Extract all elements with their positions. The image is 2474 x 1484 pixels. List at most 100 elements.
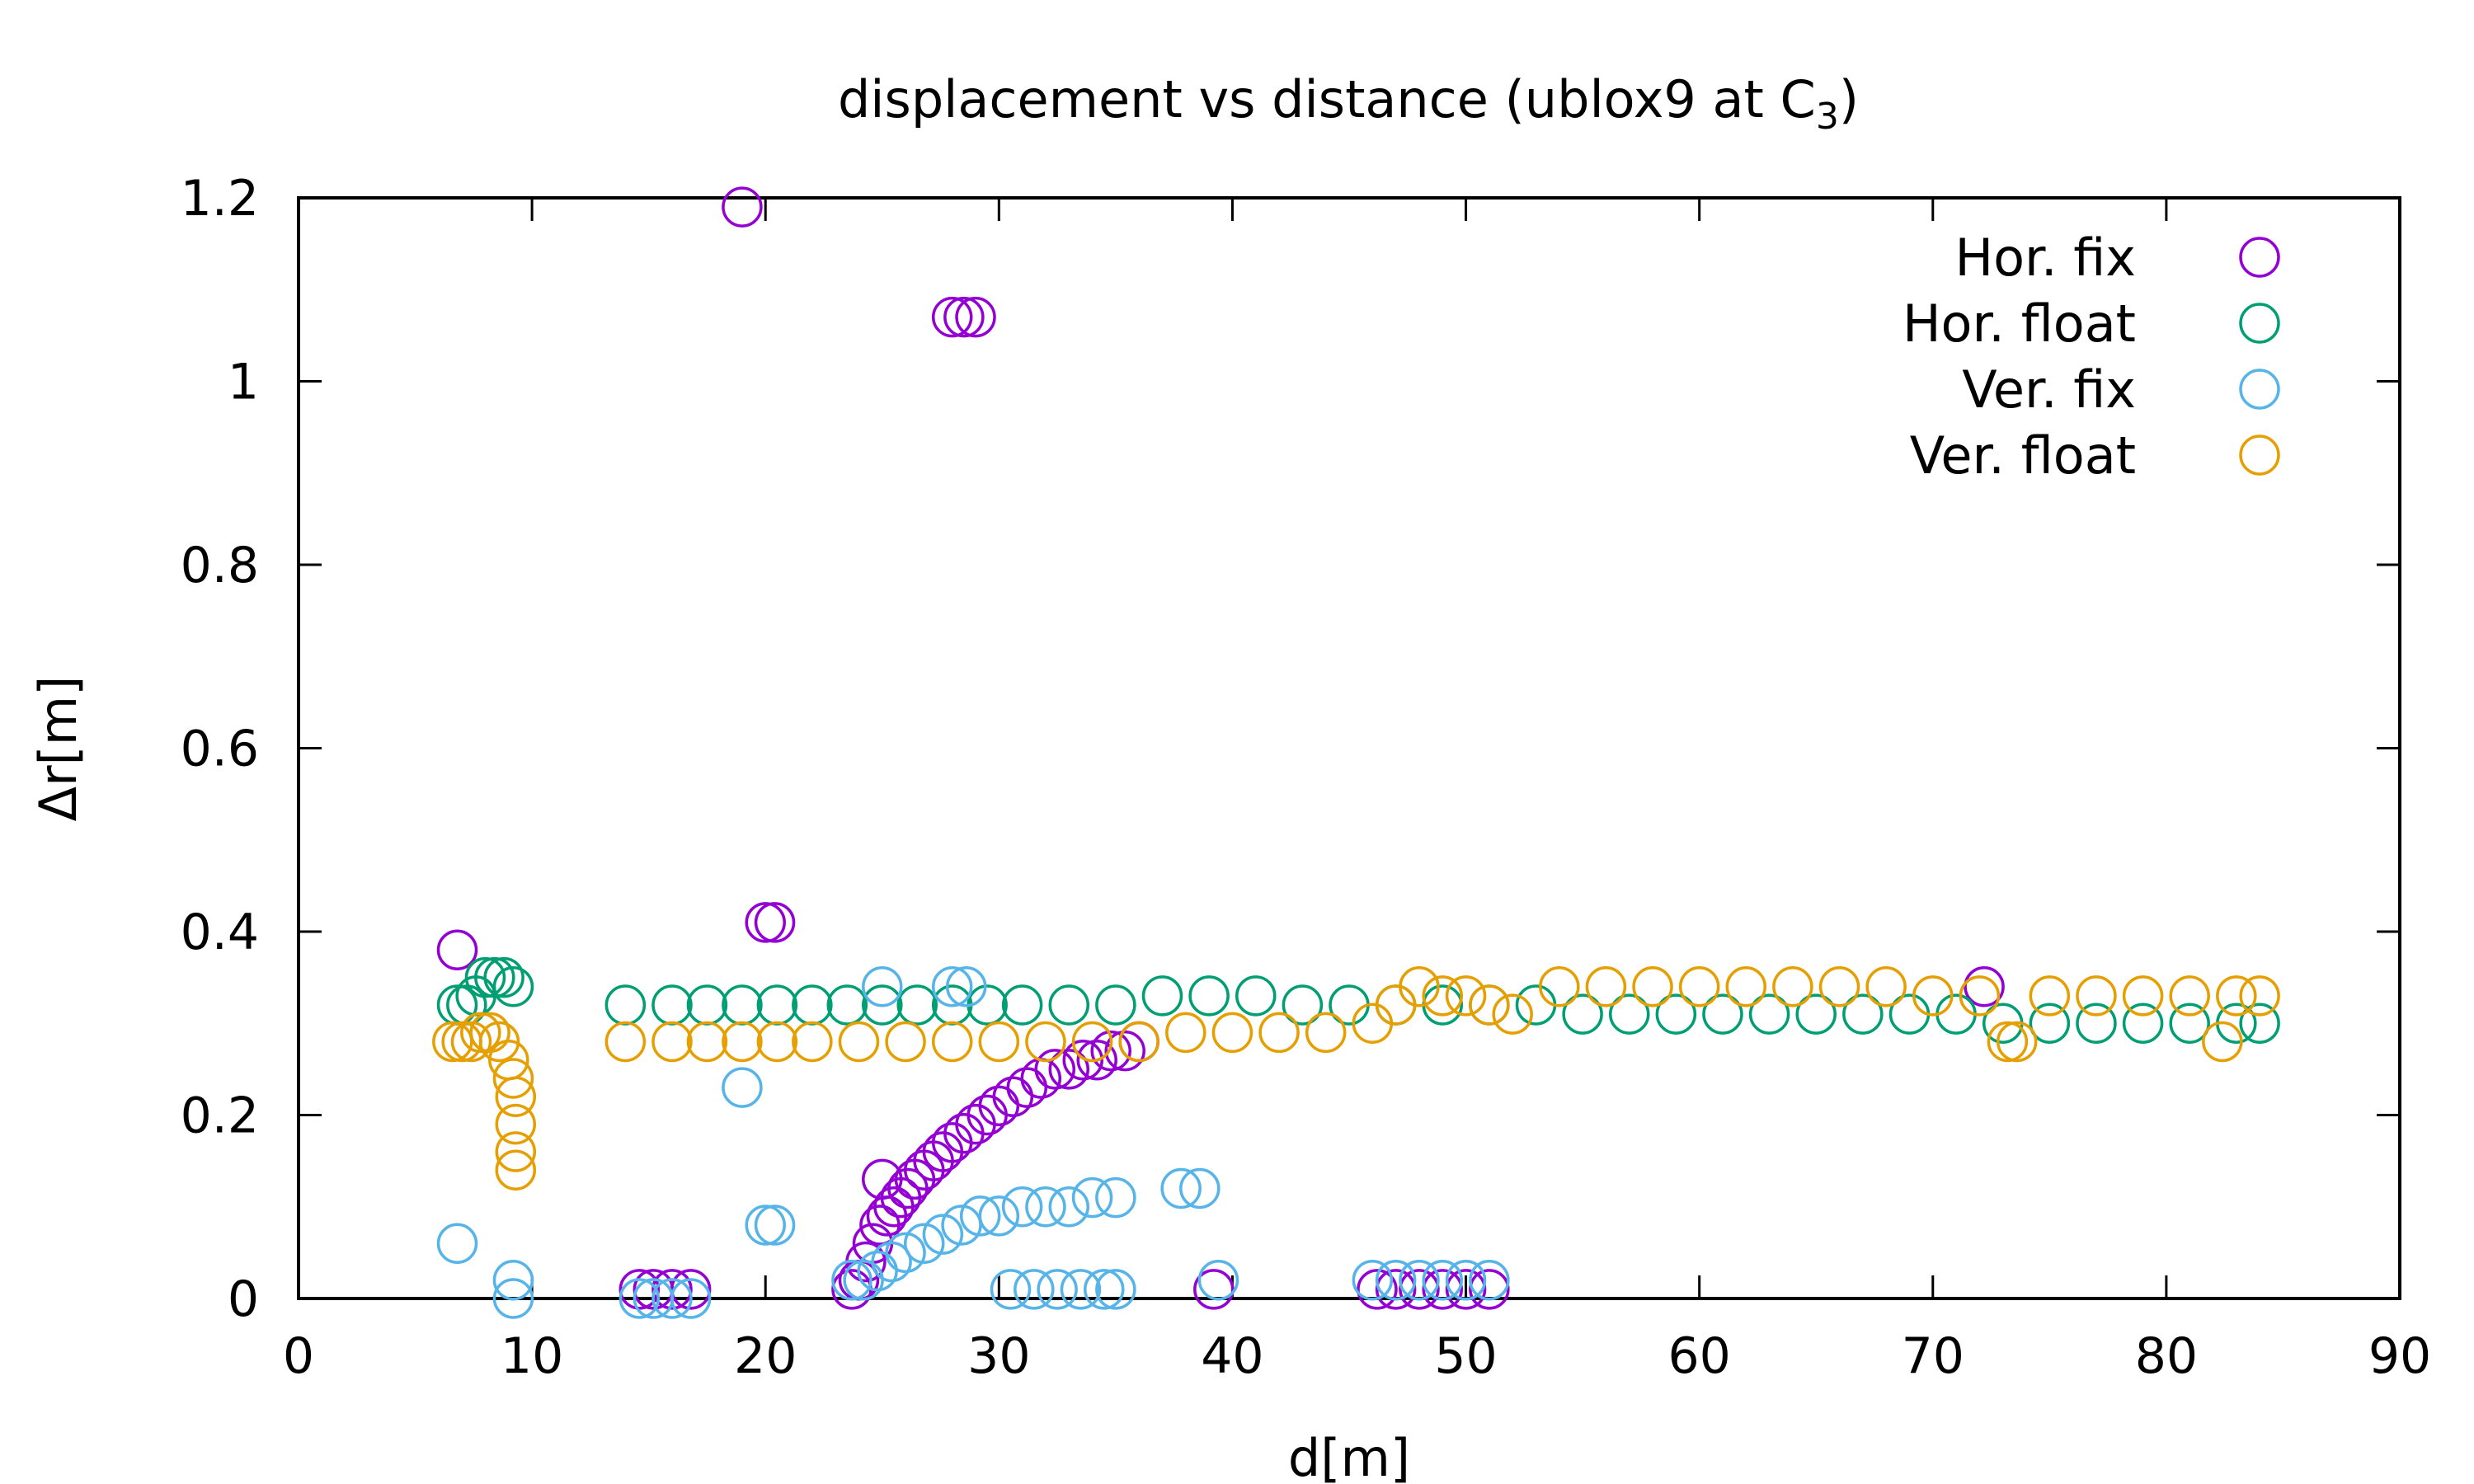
data-point — [826, 984, 868, 1026]
data-point — [450, 1021, 492, 1063]
chart-title-main: displacement vs distance (ublox9 at C — [838, 69, 1816, 129]
data-point — [1959, 975, 2001, 1017]
data-point — [1062, 1040, 1104, 1081]
data-point — [955, 296, 996, 338]
data-point — [756, 984, 798, 1026]
data-point — [978, 1085, 1020, 1127]
data-point — [1282, 984, 1324, 1026]
data-point — [1818, 966, 1860, 1007]
data-point — [903, 1223, 945, 1264]
data-point — [2239, 1003, 2280, 1044]
data-point — [1071, 1176, 1113, 1219]
data-point — [1141, 975, 1183, 1017]
legend-label: Hor. float — [1903, 294, 2136, 354]
data-point — [1034, 1049, 1076, 1090]
data-point — [1352, 1260, 1394, 1301]
data-point — [492, 1058, 534, 1099]
legend-label: Ver. float — [1910, 425, 2136, 486]
data-point — [604, 1021, 647, 1063]
y-tick-label: 1 — [228, 354, 259, 411]
data-point — [1188, 975, 1230, 1017]
data-point — [1071, 1021, 1113, 1063]
legend-item: Hor. fix — [1954, 228, 2280, 288]
y-tick-label: 0.8 — [181, 537, 259, 594]
data-point — [474, 956, 515, 998]
data-point — [1118, 1021, 1159, 1063]
series-2 — [436, 966, 1510, 1319]
data-point — [1104, 1030, 1145, 1072]
data-point — [686, 984, 728, 1026]
data-point — [967, 1094, 1008, 1136]
data-point — [670, 1278, 712, 1319]
data-point — [1001, 984, 1043, 1026]
data-points — [432, 186, 2280, 1319]
data-point — [1037, 1269, 1078, 1310]
data-point — [1492, 993, 1533, 1035]
data-point — [990, 1269, 1032, 1310]
data-point — [1235, 975, 1277, 1017]
data-point — [1001, 1186, 1043, 1228]
data-point — [651, 1278, 693, 1319]
data-point — [1060, 1269, 1102, 1310]
data-point — [483, 956, 524, 998]
data-point — [978, 1021, 1020, 1063]
data-point — [469, 1012, 510, 1054]
data-point — [1025, 1186, 1066, 1228]
data-point — [754, 1205, 796, 1246]
data-point — [945, 966, 987, 1007]
data-point — [1375, 1260, 1417, 1301]
data-point — [838, 1021, 880, 1063]
data-point — [1585, 966, 1627, 1007]
data-point — [2216, 975, 2257, 1017]
chart-title-subscript: 3 — [1816, 96, 1839, 138]
data-point — [618, 1269, 661, 1310]
data-point — [1422, 975, 1463, 1017]
data-point — [2122, 975, 2164, 1017]
data-point — [885, 1232, 926, 1274]
x-axis-label: d[m] — [1288, 1428, 1410, 1484]
x-tick-label: 20 — [734, 1327, 797, 1385]
x-tick-label: 0 — [283, 1327, 314, 1385]
y-axis: 0 0.2 0.4 0.6 0.8 1 1.2 — [181, 170, 2400, 1328]
legend-marker — [2239, 434, 2280, 476]
legend-item: Ver. float — [1910, 425, 2280, 486]
data-point — [722, 984, 763, 1026]
data-point — [1748, 993, 1790, 1035]
data-point — [1469, 984, 1510, 1026]
y-tick-label: 0 — [228, 1270, 259, 1328]
data-point — [2076, 1003, 2117, 1044]
data-point — [651, 984, 693, 1026]
data-point — [1165, 1012, 1206, 1054]
x-tick-label: 80 — [2135, 1327, 2198, 1385]
data-point — [1772, 966, 1813, 1007]
data-point — [862, 1158, 903, 1200]
data-point — [1090, 1030, 1131, 1072]
data-point — [1048, 1186, 1090, 1228]
data-point — [1193, 1269, 1235, 1310]
data-point — [843, 1260, 884, 1301]
data-point — [1795, 993, 1837, 1035]
data-point — [792, 984, 833, 1026]
data-point — [1539, 966, 1580, 1007]
series-0 — [436, 186, 2005, 1310]
data-point — [943, 296, 985, 338]
data-point — [1197, 1260, 1239, 1301]
data-point — [495, 1131, 537, 1172]
data-point — [478, 1021, 520, 1063]
data-point — [1352, 1003, 1394, 1044]
y-tick-label: 1.2 — [181, 170, 259, 228]
data-point — [1678, 966, 1720, 1007]
data-point — [1445, 1269, 1487, 1310]
data-point — [1422, 1260, 1463, 1301]
data-point — [2076, 975, 2117, 1017]
data-point — [492, 1278, 534, 1319]
x-tick-label: 50 — [1434, 1327, 1497, 1385]
x-tick-label: 60 — [1667, 1327, 1730, 1385]
data-point — [1725, 966, 1767, 1007]
x-axis: 0 10 20 30 40 50 60 70 80 90 — [283, 198, 2431, 1385]
data-point — [1375, 984, 1417, 1026]
data-point — [1083, 1269, 1125, 1310]
data-point — [651, 1021, 693, 1063]
